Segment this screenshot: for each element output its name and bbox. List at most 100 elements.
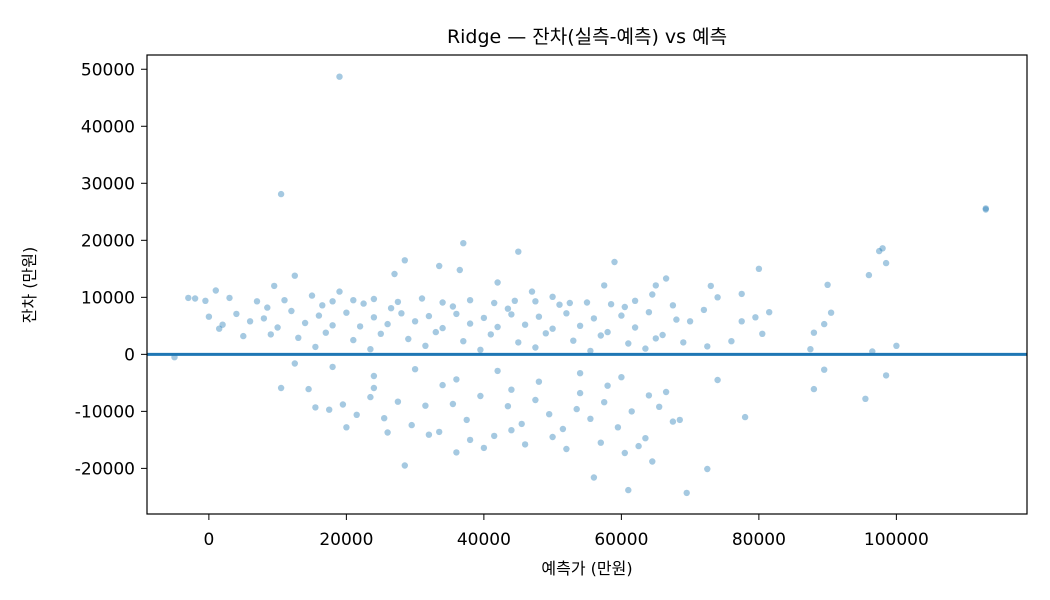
data-point — [683, 489, 690, 497]
data-point — [439, 381, 446, 389]
data-point — [631, 324, 639, 331]
data-point — [295, 334, 302, 341]
data-point — [401, 462, 408, 469]
data-point — [604, 328, 611, 336]
data-point — [185, 294, 192, 302]
data-point — [205, 313, 213, 320]
y-tick-label: 50000 — [81, 60, 135, 80]
data-point — [590, 315, 598, 322]
data-point — [477, 392, 484, 400]
data-point — [515, 339, 522, 346]
data-point — [601, 282, 608, 289]
data-point — [535, 313, 543, 320]
data-point — [477, 346, 484, 353]
data-point — [322, 329, 329, 336]
data-point — [411, 318, 419, 325]
data-point — [755, 265, 763, 272]
data-point — [535, 378, 543, 385]
data-point — [865, 271, 873, 279]
data-point — [607, 301, 615, 308]
data-point — [508, 311, 515, 318]
y-tick-label: 20000 — [81, 231, 135, 251]
data-point — [669, 418, 677, 425]
data-point — [587, 347, 594, 355]
x-tick-label: 0 — [203, 530, 214, 550]
data-point — [704, 343, 711, 350]
data-point — [432, 328, 439, 336]
data-point — [315, 312, 323, 319]
data-point — [714, 294, 721, 301]
data-point — [377, 330, 384, 337]
data-point — [563, 445, 570, 453]
data-point — [219, 321, 226, 328]
data-point — [821, 366, 828, 373]
data-point — [212, 287, 219, 294]
data-point — [425, 431, 433, 438]
data-point — [504, 403, 512, 410]
data-point — [532, 298, 539, 305]
data-point — [515, 248, 522, 255]
data-point — [642, 345, 649, 352]
y-tick-label: 0 — [124, 345, 135, 365]
data-point — [656, 403, 663, 410]
data-point — [614, 424, 622, 431]
data-point — [226, 294, 233, 302]
data-point — [704, 465, 711, 473]
data-point — [264, 304, 271, 311]
data-point — [191, 295, 199, 302]
data-point — [494, 323, 501, 331]
x-tick-label: 20000 — [319, 530, 373, 550]
data-point — [301, 319, 309, 327]
data-point — [707, 282, 714, 290]
data-point — [576, 322, 584, 329]
data-point — [240, 332, 247, 340]
data-point — [649, 291, 656, 298]
data-point — [807, 346, 814, 353]
data-point — [601, 399, 608, 406]
data-point — [576, 389, 584, 397]
data-point — [625, 486, 632, 494]
data-point — [463, 416, 470, 424]
data-point — [453, 376, 460, 383]
data-point — [274, 324, 281, 331]
data-point — [308, 292, 316, 299]
data-point — [391, 270, 398, 278]
x-tick-label: 40000 — [457, 530, 511, 550]
data-point — [408, 421, 415, 429]
data-point — [305, 385, 312, 393]
data-point — [418, 295, 426, 302]
data-point — [824, 281, 831, 288]
data-point — [597, 439, 604, 446]
data-point — [821, 320, 828, 328]
data-point — [387, 305, 395, 312]
data-point — [267, 331, 274, 338]
data-point — [405, 335, 412, 343]
data-point — [631, 297, 639, 304]
data-point — [394, 298, 402, 306]
data-point — [480, 314, 488, 322]
data-point — [246, 318, 254, 325]
data-point — [549, 433, 556, 441]
y-tick-label: -20000 — [75, 459, 135, 479]
data-point — [521, 321, 529, 328]
data-point — [487, 331, 494, 338]
data-point — [439, 324, 446, 332]
data-point — [491, 432, 498, 440]
data-point — [635, 442, 642, 450]
y-tick-label: 40000 — [81, 117, 135, 137]
data-point — [466, 297, 474, 304]
data-point — [652, 282, 659, 289]
data-point — [549, 293, 556, 300]
data-point — [766, 309, 773, 316]
data-point — [549, 325, 556, 332]
data-point — [662, 388, 670, 396]
data-point — [752, 314, 759, 321]
x-tick-label: 60000 — [594, 530, 648, 550]
data-point — [329, 298, 336, 305]
data-point — [343, 309, 350, 316]
data-point — [233, 310, 240, 318]
x-axis-title: 예측가 (만원) — [541, 559, 632, 578]
data-point — [882, 259, 890, 267]
data-point — [642, 435, 649, 442]
data-point — [449, 400, 457, 408]
